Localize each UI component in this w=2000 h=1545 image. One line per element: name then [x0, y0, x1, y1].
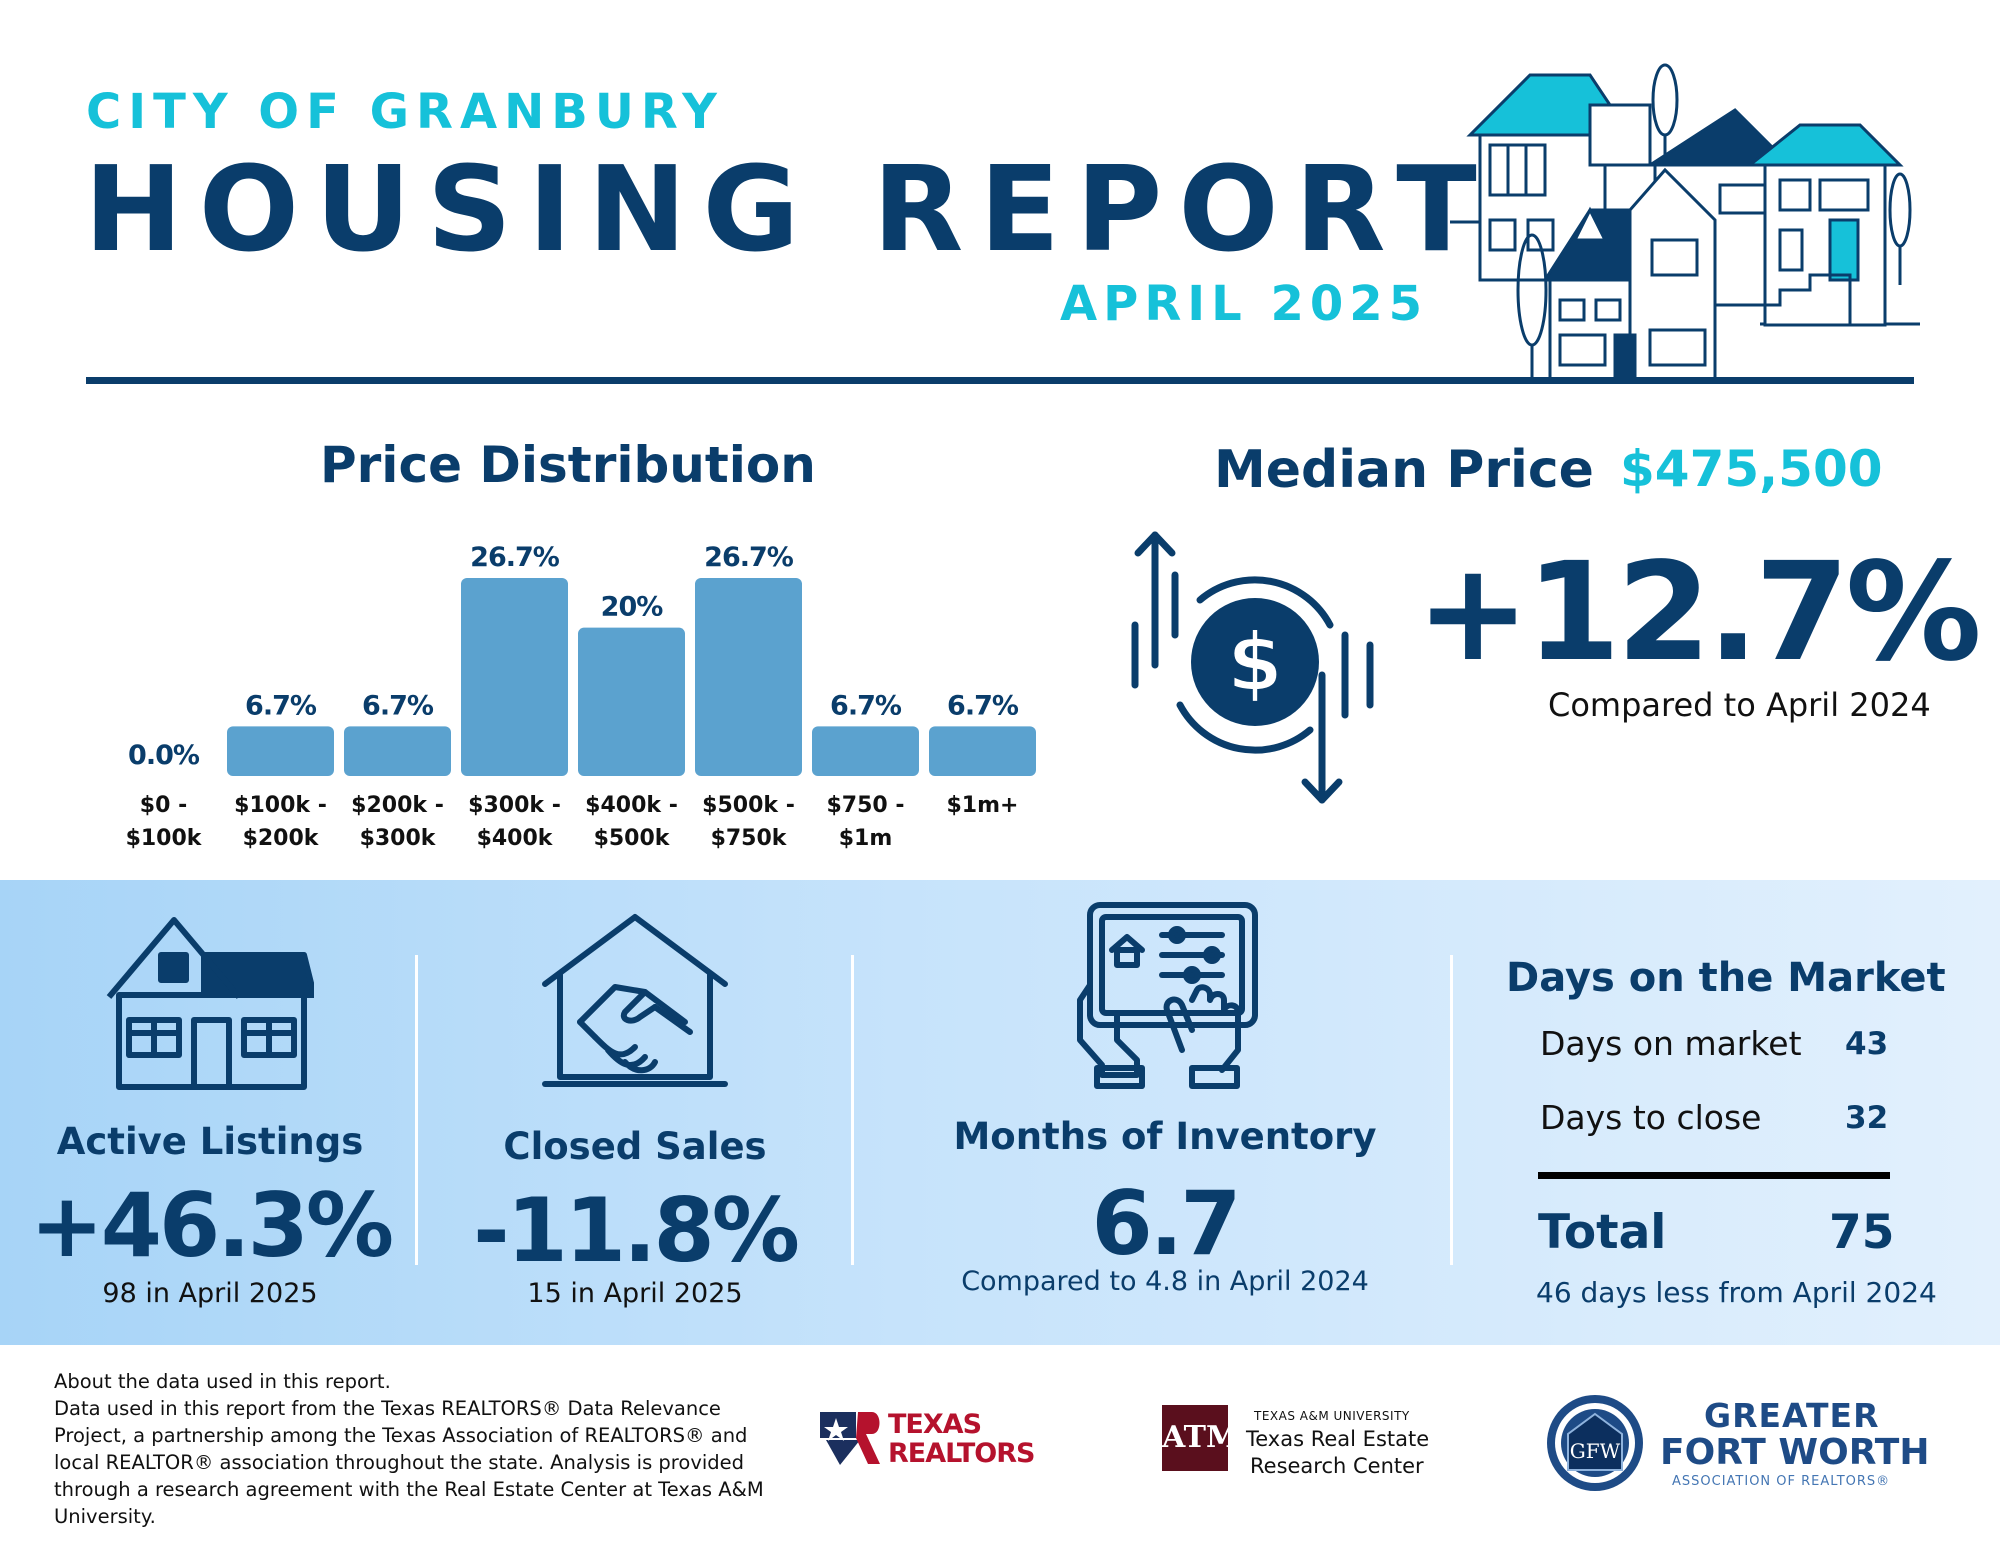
price-bar-label: 6.7%: [830, 690, 902, 721]
days-total-divider: [1538, 1172, 1890, 1179]
active-listings-value: +46.3%: [30, 1174, 394, 1277]
days-to-close-row-value: 32: [1845, 1100, 1889, 1136]
active-listings-label: Active Listings: [56, 1120, 364, 1163]
tamu-small-text: TEXAS A&M UNIVERSITY: [1254, 1409, 1410, 1423]
days-on-market-title: Days on the Market: [1506, 955, 1946, 1001]
tamu-line1: Texas Real Estate: [1246, 1427, 1430, 1451]
handshake-house-icon: [542, 914, 728, 1087]
report-kicker: CITY OF GRANBURY: [86, 84, 724, 140]
report-date: APRIL 2025: [1060, 276, 1429, 332]
about-data-text: About the data used in this report. Data…: [54, 1368, 794, 1530]
price-bar: [929, 726, 1036, 776]
tamu-line2: Research Center: [1250, 1454, 1424, 1478]
median-price-change: +12.7%: [1416, 534, 1982, 692]
price-bar-label: 0.0%: [128, 740, 200, 771]
closed-sales-value: -11.8%: [473, 1179, 800, 1282]
texas-realtors-wordmark: TEXAS REALTORS: [888, 1409, 1035, 1469]
price-category-label: $200k: [243, 826, 320, 851]
report-title: HOUSING REPORT: [84, 140, 1493, 278]
median-price-note: Compared to April 2024: [1548, 686, 1931, 724]
active-listings-note: 98 in April 2025: [102, 1278, 318, 1309]
stats-divider: [851, 955, 854, 1265]
months-inventory-note: Compared to 4.8 in April 2024: [961, 1266, 1369, 1297]
median-price-label: Median Price: [1214, 440, 1594, 500]
price-bar: [344, 726, 451, 776]
price-category-label: $0 -: [140, 793, 187, 818]
stats-band: [0, 880, 2000, 1345]
stats-divider: [415, 955, 418, 1265]
price-category-label: $750 -: [826, 793, 904, 818]
texas-realtors-line2: REALTORS: [888, 1438, 1035, 1469]
price-category-label: $100k -: [234, 793, 327, 818]
closed-sales-note: 15 in April 2025: [527, 1278, 743, 1309]
price-category-label: $500k: [594, 826, 671, 851]
gfw-line2: FORT WORTH: [1660, 1432, 1930, 1473]
gfw-seal-icon: GFW: [1547, 1395, 1643, 1491]
days-to-close-row-label: Days to close: [1540, 1098, 1762, 1137]
price-bar: [578, 627, 685, 776]
months-inventory-label: Months of Inventory: [953, 1115, 1377, 1158]
price-bar: [461, 578, 568, 776]
days-total-value: 75: [1829, 1205, 1895, 1260]
price-bar-label: 20%: [601, 592, 664, 623]
svg-text:$: $: [1227, 616, 1283, 709]
tablet-hands-icon: [1077, 902, 1258, 1089]
dollar-cycle-icon: $: [1131, 531, 1374, 804]
price-bar-label: 6.7%: [245, 690, 317, 721]
price-category-label: $400k -: [585, 793, 678, 818]
days-on-market-row-label: Days on market: [1540, 1024, 1802, 1063]
tamu-logo: ATM: [1162, 1405, 1239, 1471]
price-bar-label: 6.7%: [362, 690, 434, 721]
header-divider: [86, 377, 1914, 384]
houses-illustration: [1450, 63, 1920, 380]
price-category-label: $750k: [711, 826, 788, 851]
price-bar-label: 6.7%: [947, 690, 1019, 721]
texas-realtors-logo-icon: [820, 1412, 880, 1465]
gfw-line1: GREATER: [1704, 1396, 1880, 1435]
median-price-value: $475,500: [1620, 440, 1883, 498]
house-icon: [106, 917, 314, 1090]
svg-text:GFW: GFW: [1570, 1439, 1621, 1463]
price-bar-label: 26.7%: [704, 542, 794, 573]
price-category-label: $1m: [839, 826, 893, 851]
price-category-label: $1m+: [947, 793, 1019, 818]
about-body: Data used in this report from the Texas …: [54, 1397, 764, 1528]
gfw-line3: ASSOCIATION OF REALTORS®: [1672, 1474, 1891, 1489]
price-category-label: $300k: [360, 826, 437, 851]
days-total-label: Total: [1538, 1205, 1667, 1260]
price-category-label: $200k -: [351, 793, 444, 818]
days-on-market-row-value: 43: [1845, 1026, 1889, 1062]
price-category-label: $400k: [477, 826, 554, 851]
price-bar-label: 26.7%: [470, 542, 560, 573]
price-category-label: $300k -: [468, 793, 561, 818]
months-inventory-value: 6.7: [1091, 1172, 1242, 1275]
days-on-market-note: 46 days less from April 2024: [1536, 1276, 1937, 1309]
price-bar: [227, 726, 334, 776]
price-category-label: $500k -: [702, 793, 795, 818]
closed-sales-label: Closed Sales: [503, 1125, 767, 1168]
price-bar: [812, 726, 919, 776]
about-heading: About the data used in this report.: [54, 1370, 391, 1393]
stats-divider: [1450, 955, 1453, 1265]
price-bar: [695, 578, 802, 776]
price-category-label: $100k: [126, 826, 203, 851]
price-distribution-chart: 0.0% $0 - $100k 6.7% $100k - $200k 6.7% $200k -…: [126, 542, 1036, 851]
texas-realtors-line1: TEXAS: [888, 1409, 982, 1440]
price-distribution-title: Price Distribution: [320, 436, 816, 494]
